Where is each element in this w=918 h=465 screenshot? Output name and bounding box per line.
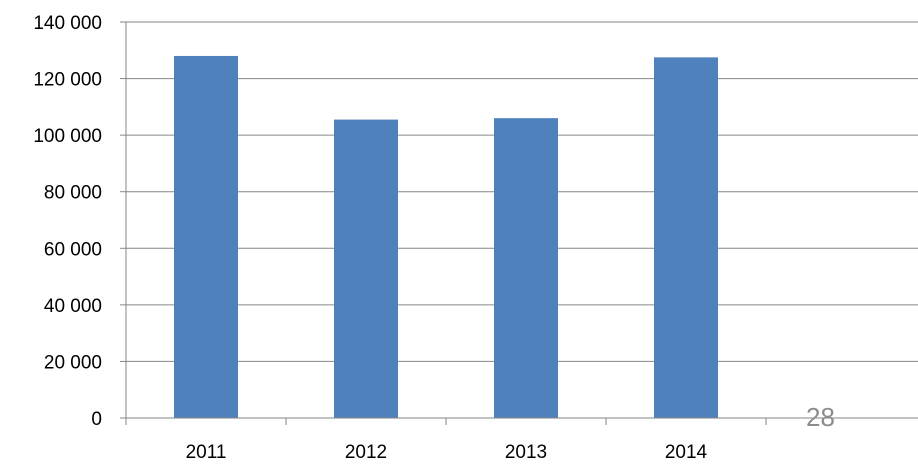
bars: [174, 55, 718, 419]
y-tick-label: 140 000: [33, 13, 102, 34]
y-tick-label: 80 000: [44, 183, 102, 204]
bar-2012: [334, 119, 398, 418]
x-tick-label: 2011: [186, 442, 227, 463]
y-tick-label: 60 000: [44, 239, 102, 260]
page-number: 28: [806, 402, 835, 432]
x-tick-label: 2013: [505, 442, 547, 463]
x-tick-label: 2012: [345, 442, 387, 463]
x-tick-labels: 2011 2012 2013 2014: [186, 442, 708, 463]
axes: [120, 21, 918, 425]
y-tick-label: 40 000: [44, 296, 102, 317]
y-tick-label: 0: [91, 409, 102, 430]
y-tick-labels: 0 20 000 40 000 60 000 80 000 100 000 120 000 1…: [33, 13, 102, 430]
y-tick-label: 20 000: [44, 352, 102, 373]
y-tick-label: 100 000: [33, 126, 102, 147]
y-tick-label: 120 000: [33, 70, 102, 91]
bar-2011: [174, 55, 238, 418]
bar-2013: [494, 118, 558, 419]
bar-2014: [654, 57, 718, 418]
x-tick-label: 2014: [665, 442, 708, 463]
